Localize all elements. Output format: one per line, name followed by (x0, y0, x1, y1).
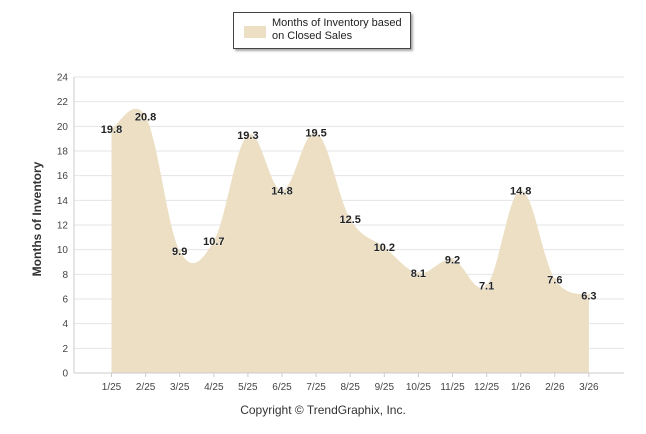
area-chart: 024681012141618202224 1/25 2/25 3/25 4/25 5/… (0, 0, 646, 434)
x-tick-label: 1/25 (102, 382, 122, 393)
x-tick-label: 8/25 (340, 382, 360, 393)
y-tick-label: 14 (57, 196, 69, 207)
legend-label: Months of Inventory based on Closed Sale… (272, 17, 410, 43)
data-label: 6.3 (581, 290, 596, 302)
x-tick-label: 10/25 (406, 382, 431, 393)
x-tick-label: 5/25 (238, 382, 258, 393)
x-tick-label: 6/25 (272, 382, 292, 393)
data-label: 12.5 (339, 214, 360, 226)
legend: Months of Inventory based on Closed Sale… (233, 12, 411, 49)
x-tick-label: 7/25 (306, 382, 326, 393)
data-label: 9.9 (172, 246, 187, 258)
y-tick-label: 20 (57, 122, 69, 133)
x-tick-label: 4/25 (204, 382, 224, 393)
data-label: 19.5 (305, 128, 326, 140)
x-tick-label: 3/25 (170, 382, 190, 393)
x-tick-label: 12/25 (474, 382, 499, 393)
x-tick-label: 3/26 (579, 382, 599, 393)
y-axis-title: Months of Inventory (30, 161, 44, 276)
y-tick-label: 16 (57, 171, 69, 182)
y-tick-label: 8 (62, 270, 68, 281)
y-tick-label: 22 (57, 97, 69, 108)
data-label: 19.3 (237, 130, 258, 142)
data-label: 14.8 (271, 185, 292, 197)
y-tick-label: 24 (57, 73, 69, 84)
data-label: 20.8 (135, 111, 156, 123)
y-tick-label: 18 (57, 147, 69, 158)
data-label: 8.1 (411, 268, 426, 280)
x-tick-label: 2/26 (545, 382, 565, 393)
data-label: 9.2 (445, 255, 460, 267)
data-label: 7.1 (479, 280, 494, 292)
x-tick-label: 9/25 (375, 382, 395, 393)
data-label: 14.8 (510, 185, 531, 197)
x-tick-label: 1/26 (511, 382, 531, 393)
y-tick-label: 6 (62, 295, 68, 306)
x-tick-label: 11/25 (440, 382, 465, 393)
area-series (112, 109, 589, 373)
y-tick-label: 10 (57, 245, 69, 256)
legend-swatch (244, 26, 266, 38)
data-label: 10.2 (374, 242, 395, 254)
x-tick-label: 2/25 (136, 382, 156, 393)
copyright-text: Copyright © TrendGraphix, Inc. (0, 403, 646, 417)
y-tick-label: 12 (57, 221, 69, 232)
y-tick-label: 0 (62, 369, 68, 380)
data-label: 10.7 (203, 236, 224, 248)
data-label: 19.8 (101, 124, 122, 136)
y-tick-label: 4 (62, 319, 68, 330)
data-label: 7.6 (547, 274, 562, 286)
y-tick-label: 2 (62, 344, 68, 355)
